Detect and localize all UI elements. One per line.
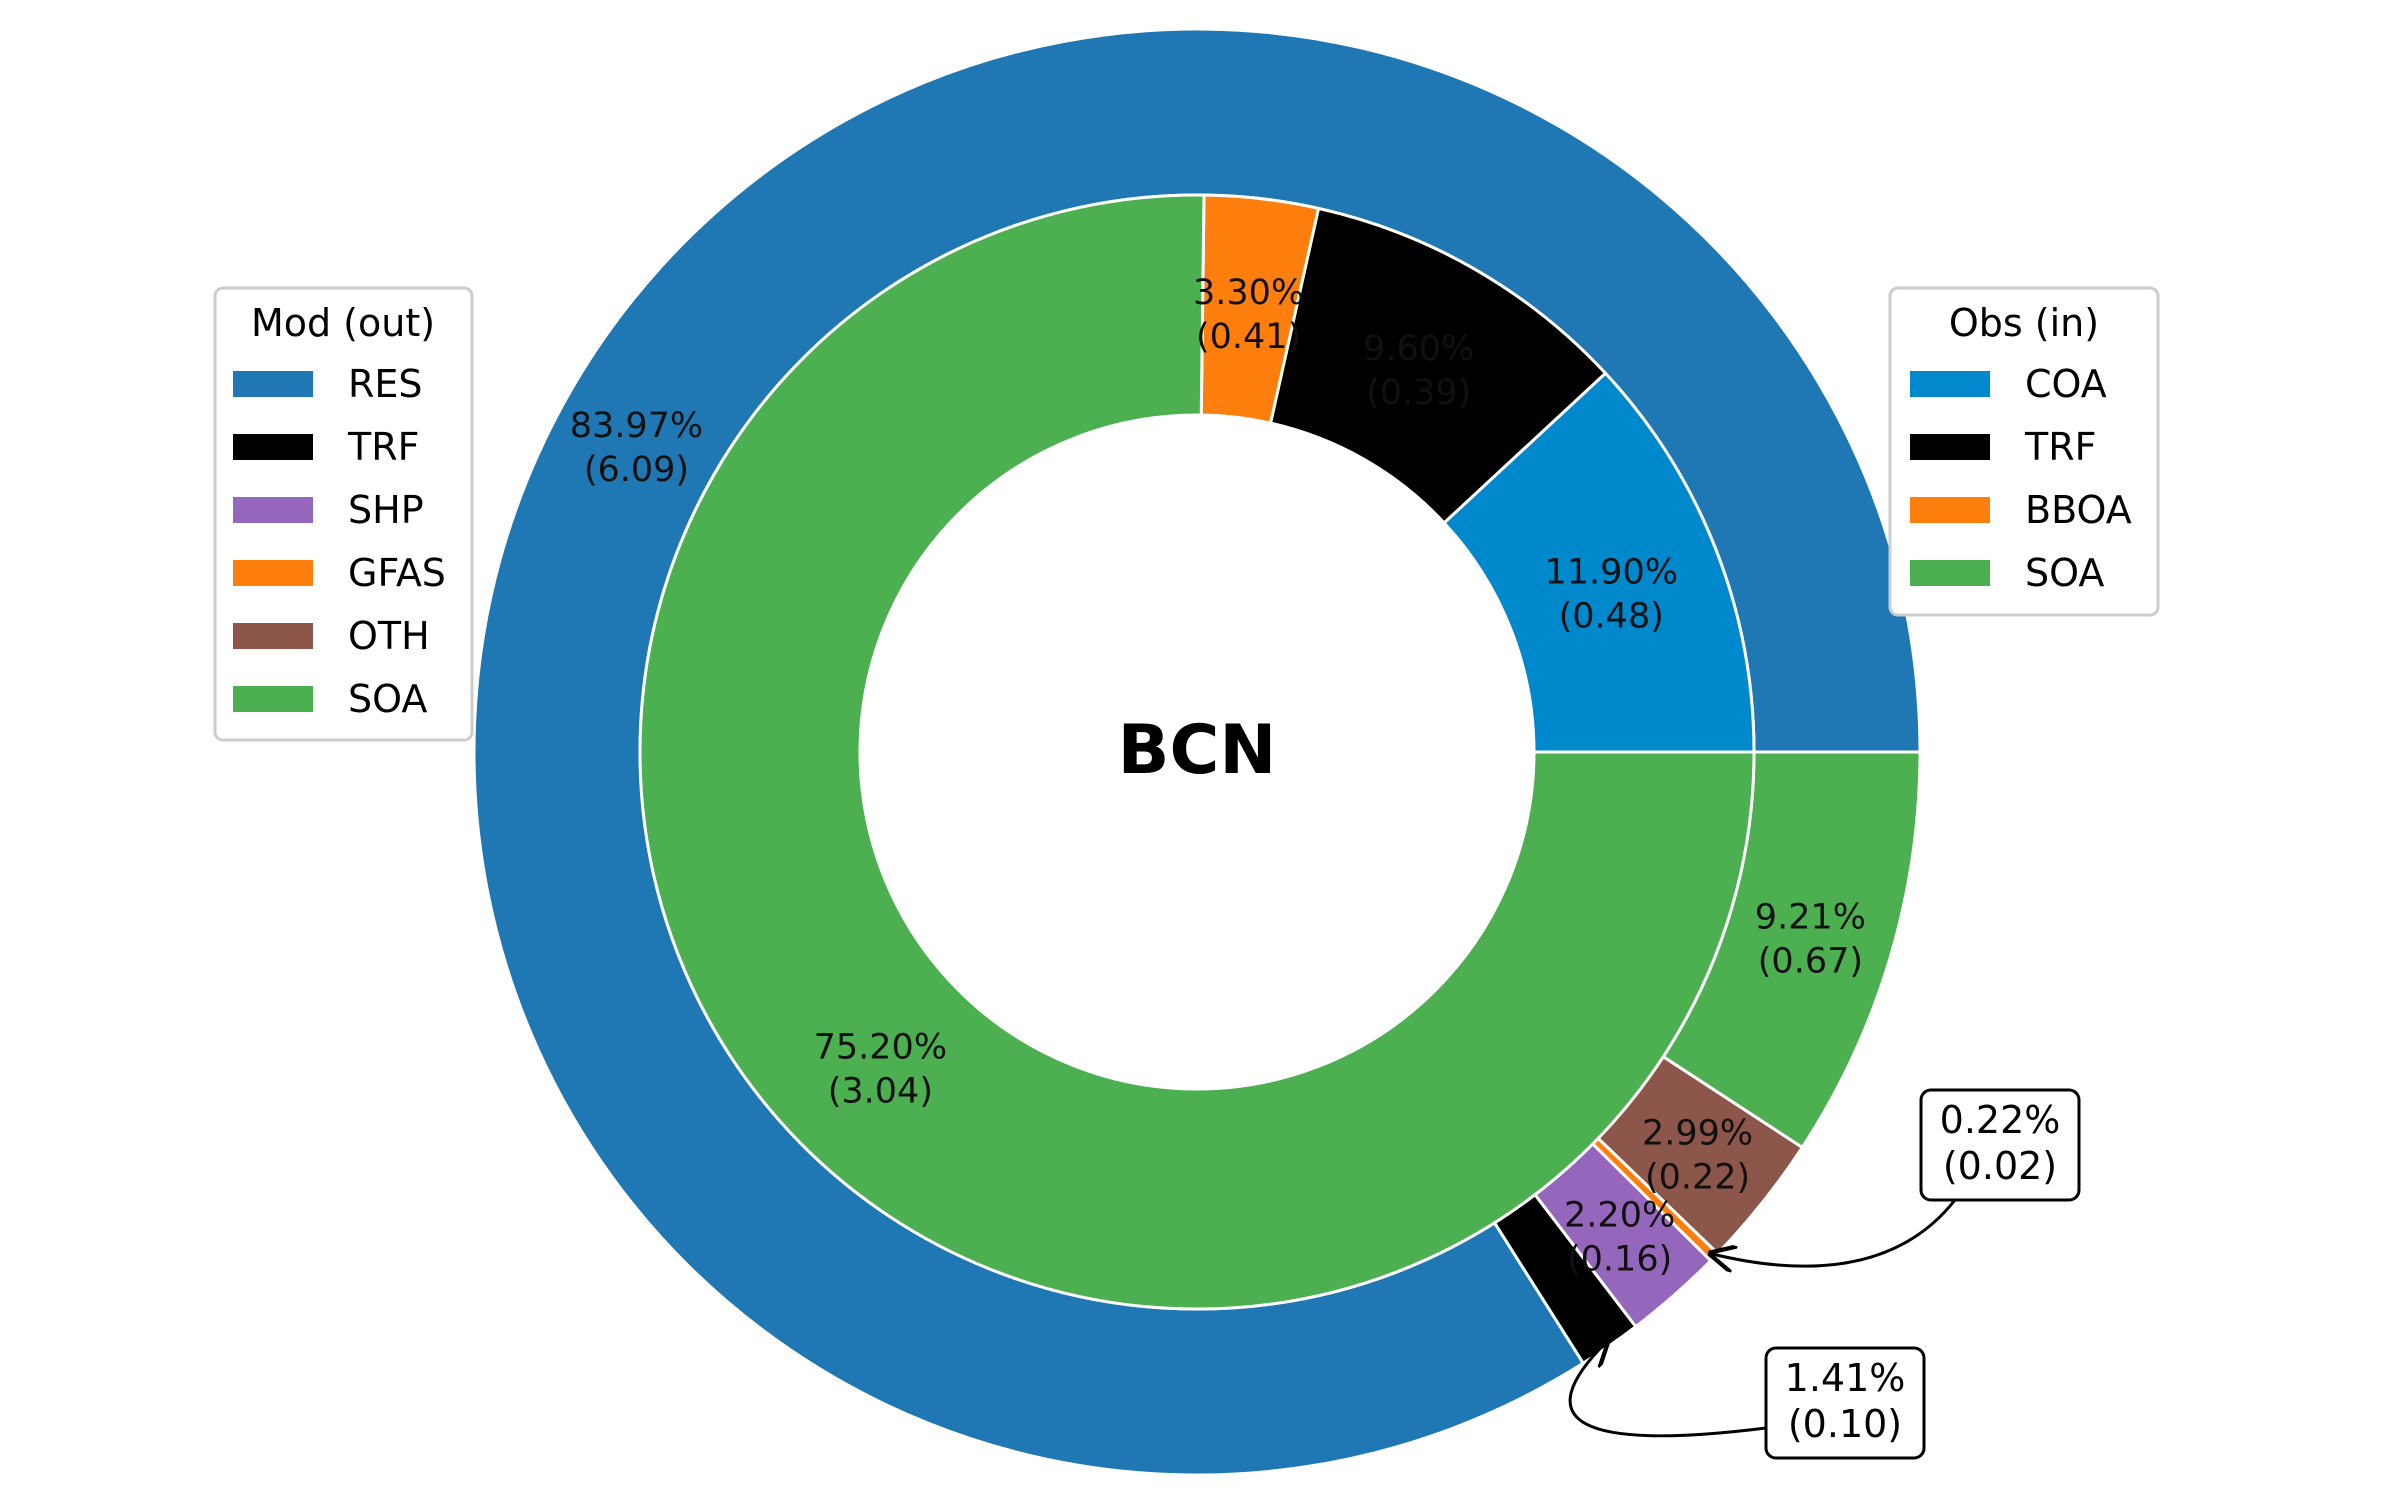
- obs-legend-swatch-soa: [1910, 560, 1990, 586]
- callout-label-trf: 1.41% (0.10): [1785, 1356, 1906, 1446]
- obs-legend-swatch-bboa: [1910, 497, 1990, 523]
- obs-label-bboa: 3.30% (0.41): [1193, 273, 1304, 357]
- legend-mod-title: Mod (out): [251, 301, 435, 345]
- mod-legend-label-res: RES: [348, 362, 423, 406]
- callout-arrow-trf: [1568, 1341, 1767, 1438]
- mod-legend-label-gfas: GFAS: [348, 551, 446, 595]
- callouts: 1.41% (0.10) 0.22% (0.02): [1568, 1088, 2081, 1460]
- mod-legend-label-oth: OTH: [348, 614, 430, 658]
- mod-legend-label-trf: TRF: [347, 425, 419, 469]
- obs-slice-coa: [1441, 371, 1756, 754]
- legend-mod-out: Mod (out) RES TRF SHP GFAS OTH SOA: [213, 286, 474, 742]
- legend-obs-in: Obs (in) COA TRF BBOA SOA: [1888, 286, 2160, 617]
- obs-label-soa: 75.20% (3.04): [814, 1028, 947, 1112]
- obs-label-trf: 9.60% (0.39): [1363, 329, 1474, 413]
- mod-label-res: 83.97% (6.09): [570, 406, 703, 490]
- chart-title: BCN: [1118, 711, 1277, 790]
- obs-legend-swatch-coa: [1910, 371, 1990, 397]
- mod-legend-swatch-trf: [233, 434, 313, 460]
- callout-label-gfas: 0.22% (0.02): [1940, 1098, 2061, 1188]
- mod-legend-swatch-soa: [233, 686, 313, 712]
- obs-legend-label-trf: TRF: [2024, 425, 2096, 469]
- callout-box-trf: [1764, 1346, 1926, 1460]
- mod-legend-label-shp: SHP: [348, 488, 424, 532]
- obs-slice-soa: [638, 193, 1756, 1311]
- mod-legend-swatch-oth: [233, 623, 313, 649]
- legend-obs-frame: [1888, 286, 2160, 617]
- mod-legend-swatch-shp: [233, 497, 313, 523]
- mod-label-oth: 2.99% (0.22): [1642, 1114, 1753, 1198]
- mod-label-soa: 9.21% (0.67): [1755, 898, 1866, 982]
- obs-legend-label-bboa: BBOA: [2025, 488, 2132, 532]
- mod-legend-label-soa: SOA: [348, 677, 427, 721]
- legend-obs-title: Obs (in): [1949, 301, 2099, 345]
- obs-legend-label-soa: SOA: [2025, 551, 2104, 595]
- obs-legend-label-coa: COA: [2025, 362, 2107, 406]
- slice-labels: 83.97% (6.09) 2.20% (0.16)2.99% (0.22) 9.21%(…: [570, 273, 1866, 1280]
- inner-ring-obs: [638, 193, 1756, 1311]
- callout-box-gfas: [1919, 1088, 2081, 1202]
- mod-legend-swatch-gfas: [233, 560, 313, 586]
- callout-arrow-gfas: [1711, 1199, 1957, 1266]
- mod-legend-swatch-res: [233, 371, 313, 397]
- mod-label-shp: 2.20% (0.16): [1564, 1196, 1675, 1280]
- obs-legend-swatch-trf: [1910, 434, 1990, 460]
- obs-label-coa: 11.90% (0.48): [1545, 552, 1678, 636]
